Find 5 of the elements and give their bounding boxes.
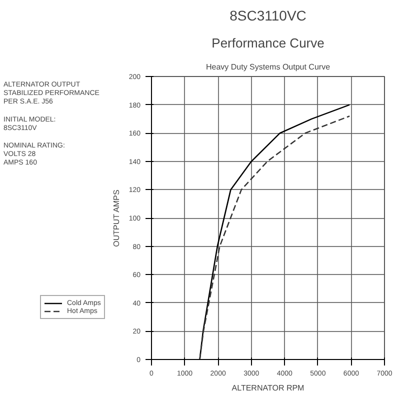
chart-title: 8SC3110VC (230, 8, 306, 24)
x-axis-title: ALTERNATOR RPM (232, 384, 305, 392)
chart-subtitle: Performance Curve (212, 36, 324, 50)
y-axis-title: OUTPUT AMPS (112, 190, 121, 247)
text: Heavy Duty Systems Output Curve (206, 62, 331, 72)
